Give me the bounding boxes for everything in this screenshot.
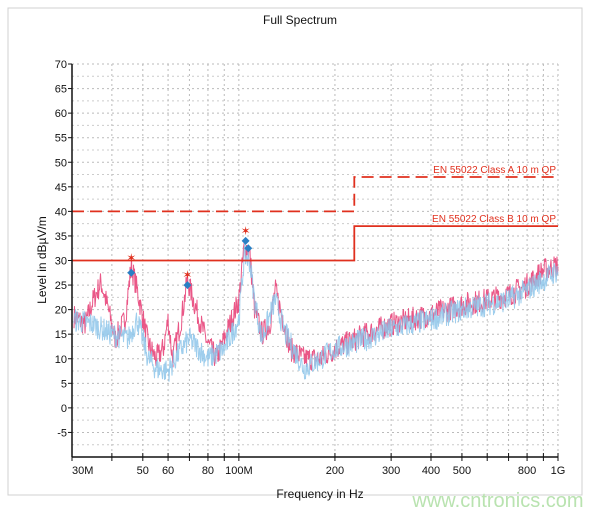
- chart-title: Full Spectrum: [263, 13, 337, 27]
- y-tick-label: 25: [55, 280, 67, 292]
- x-tick-label: 200: [326, 465, 344, 477]
- x-tick-label: 400: [422, 465, 440, 477]
- y-tick-label: 70: [55, 59, 67, 71]
- y-tick-label: 40: [55, 206, 67, 218]
- y-tick-label: 20: [55, 305, 67, 317]
- chart-border: [7, 7, 583, 496]
- y-tick-label: 5: [61, 378, 67, 390]
- x-tick-label: 60: [162, 465, 174, 477]
- y-tick-label: 65: [55, 84, 67, 96]
- y-tick-label: 55: [55, 133, 67, 145]
- y-axis-label: Level in dBµV/m: [35, 216, 49, 304]
- x-axis-label: Frequency in Hz: [276, 487, 363, 501]
- y-tick-label: 30: [55, 256, 67, 268]
- watermark: www.cntronics.com: [411, 490, 583, 512]
- peak-marker-star: ✶: [126, 251, 136, 265]
- trace-series-2: [73, 242, 559, 382]
- limit-label: EN 55022 Class B 10 m QP: [432, 214, 556, 225]
- peak-marker-star: ✶: [182, 268, 192, 282]
- peak-marker-star: ✶: [241, 224, 251, 238]
- limit-label: EN 55022 Class A 10 m QP: [433, 165, 556, 176]
- x-tick-label: 500: [453, 465, 471, 477]
- x-tick-label: 1G: [551, 465, 566, 477]
- x-tick-label: 100M: [225, 465, 253, 477]
- x-tick-label: 300: [382, 465, 400, 477]
- y-tick-label: 45: [55, 182, 67, 194]
- y-tick-label: 10: [55, 354, 67, 366]
- x-tick-label: 50: [137, 465, 149, 477]
- x-tick-label: 30M: [72, 465, 93, 477]
- y-tick-label: 60: [55, 108, 67, 120]
- peak-marker-diamond: [244, 244, 253, 253]
- limit-line-class-b: [72, 225, 558, 262]
- limit-line-class-a: [72, 176, 558, 213]
- y-tick-label: 15: [55, 329, 67, 341]
- peak-marker-diamond: [241, 236, 250, 245]
- peak-marker-diamond: [127, 268, 136, 277]
- y-tick-label: 0: [61, 403, 67, 415]
- x-tick-label: 800: [518, 465, 536, 477]
- x-tick-label: 80: [202, 465, 214, 477]
- y-tick-label: 35: [55, 231, 67, 243]
- y-tick-label: 50: [55, 157, 67, 169]
- y-tick-label: -5: [57, 427, 67, 439]
- peak-marker-diamond: [183, 281, 192, 290]
